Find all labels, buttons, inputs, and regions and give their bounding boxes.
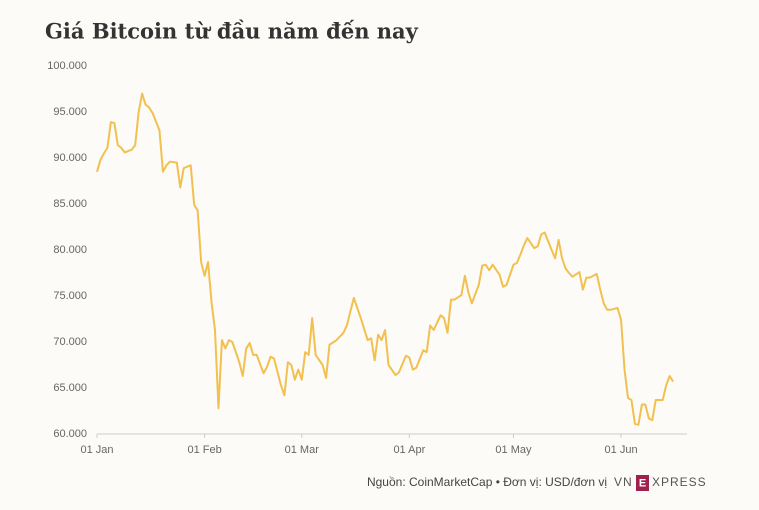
x-tick-label: 01 Jun	[605, 444, 638, 456]
logo-mid: E	[639, 477, 646, 489]
y-tick-label: 100.000	[47, 60, 87, 72]
y-tick-label: 60.000	[53, 428, 87, 440]
chart-title: Giá Bitcoin từ đầu năm đến nay	[45, 19, 419, 44]
source-note: Nguồn: CoinMarketCap • Đơn vị: USD/đơn v…	[367, 475, 607, 489]
y-tick-label: 75.000	[53, 290, 87, 302]
x-tick-label: 01 Feb	[187, 444, 221, 456]
y-tick-label: 90.000	[53, 152, 87, 164]
price-line	[96, 92, 674, 426]
x-tick-label: 01 May	[495, 444, 532, 456]
logo-box	[636, 475, 649, 491]
y-tick-label: 80.000	[53, 244, 87, 256]
x-tick-label: 01 Apr	[393, 444, 425, 456]
x-tick-label: 01 Mar	[285, 444, 320, 456]
y-tick-label: 95.000	[53, 106, 87, 118]
logo-right: XPRESS	[652, 475, 707, 489]
y-tick-label: 85.000	[53, 198, 87, 210]
x-tick-label: 01 Jan	[80, 444, 113, 456]
y-tick-label: 70.000	[53, 336, 87, 348]
logo-left: VN	[614, 475, 633, 489]
y-tick-label: 65.000	[53, 382, 87, 394]
